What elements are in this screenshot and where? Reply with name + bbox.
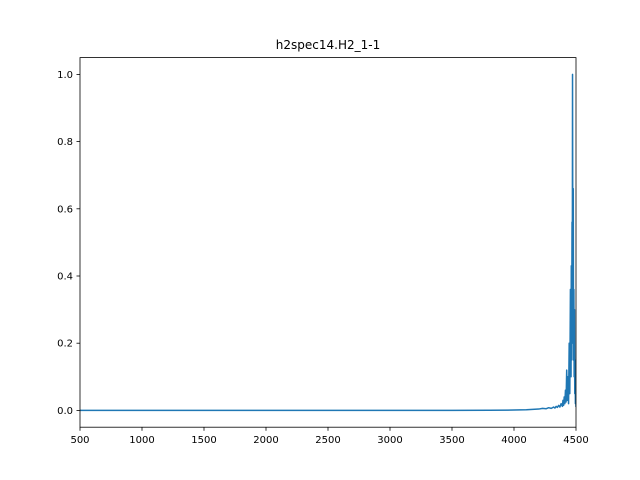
y-tick-label: 0.6 xyxy=(57,204,73,215)
y-tick-label: 0.8 xyxy=(57,137,73,148)
x-tick-label: 3000 xyxy=(377,435,402,446)
y-tick-label: 0.2 xyxy=(57,339,73,350)
chart-title: h2spec14.H2_1-1 xyxy=(276,38,380,52)
y-tick-label: 1.0 xyxy=(57,70,73,81)
plot-area xyxy=(80,73,576,412)
x-tick-label: 4000 xyxy=(501,435,526,446)
axes: 500 1000 1500 2000 2500 3000 3500 4000 4500 0.0 0.… xyxy=(57,57,589,446)
x-tick-label: 500 xyxy=(70,435,89,446)
y-tick-label: 0.4 xyxy=(57,272,73,283)
axes-frame xyxy=(79,57,577,428)
x-tick-label: 4500 xyxy=(563,435,588,446)
y-tick-label: 0.0 xyxy=(57,406,73,417)
series-layer xyxy=(80,73,576,412)
x-tick-label: 3500 xyxy=(439,435,464,446)
x-tick-label: 2000 xyxy=(253,435,278,446)
x-tick-label: 2500 xyxy=(315,435,340,446)
series-line-0 xyxy=(80,73,576,412)
x-tick-label: 1000 xyxy=(129,435,154,446)
x-tick-label: 1500 xyxy=(191,435,216,446)
